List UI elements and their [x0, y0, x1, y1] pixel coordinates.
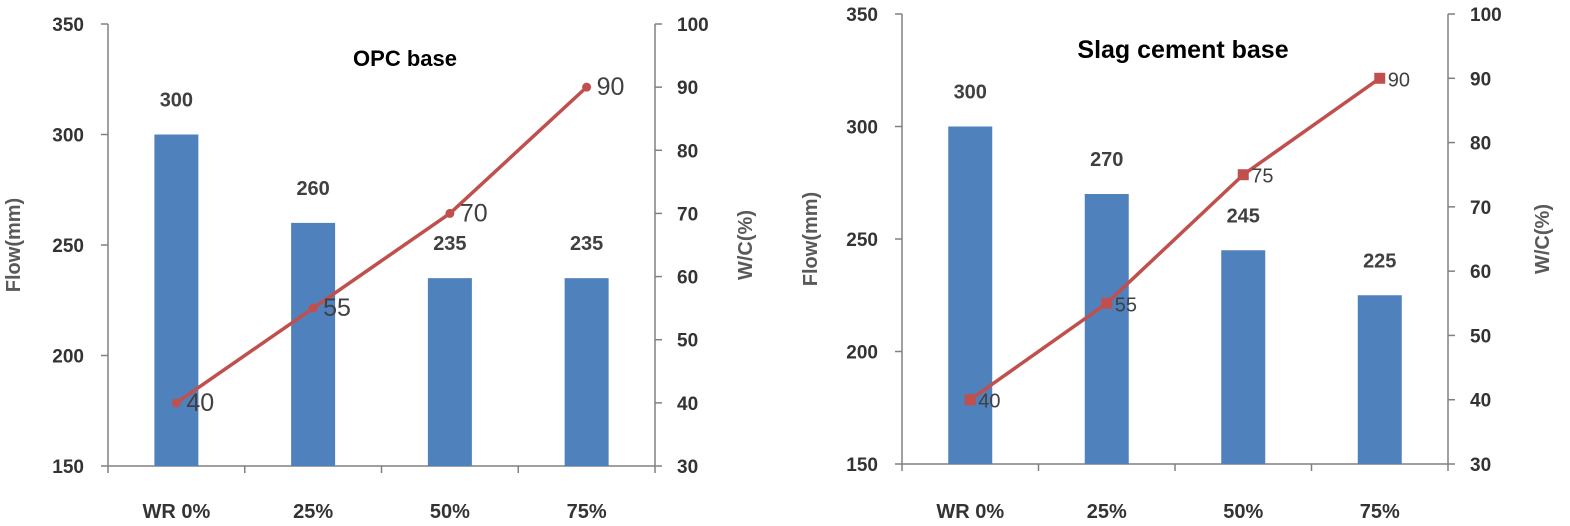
x-tick-label: 25%: [293, 501, 333, 523]
bar-data-label: 300: [160, 90, 193, 112]
y2-tick-label: 100: [1470, 5, 1502, 26]
line-point: [582, 82, 592, 92]
y2-tick-label: 40: [1470, 391, 1491, 412]
y2-axis-title: W/C(%): [735, 210, 757, 280]
bar: [427, 278, 472, 466]
line-data-label: 55: [323, 294, 351, 322]
line-point: [171, 398, 181, 408]
y2-tick-label: 90: [1470, 69, 1491, 90]
bar-data-label: 225: [1363, 250, 1396, 272]
y2-tick-label: 70: [1470, 198, 1491, 219]
chart-slag-cement-base: 150 200 250 300 350 30 40 50 60 70 80 90 100 WR 0% 25%…: [800, 5, 1554, 523]
bar-data-label: 260: [296, 178, 329, 200]
bar: [564, 278, 609, 466]
y2-tick-label: 40: [677, 394, 698, 415]
y2-tick-label: 30: [677, 457, 698, 478]
bar-data-label: 270: [1090, 149, 1123, 171]
bar-data-label: 235: [433, 233, 466, 255]
x-tick-label: 75%: [567, 501, 607, 523]
bar: [948, 126, 993, 464]
y-tick-label: 300: [52, 126, 84, 147]
line-point: [308, 303, 318, 313]
y2-tick-label: 50: [677, 331, 698, 352]
bar-data-label: 300: [954, 82, 987, 104]
line-point: [1374, 72, 1386, 84]
y2-tick-label: 50: [1470, 326, 1491, 347]
y2-tick-label: 90: [677, 78, 698, 99]
y2-tick-label: 60: [677, 268, 698, 289]
chart-title: Slag cement base: [1077, 36, 1288, 64]
line-data-label: 90: [1388, 69, 1410, 91]
y2-tick-label: 30: [1470, 455, 1491, 476]
bar: [154, 134, 199, 466]
chart-title: OPC base: [353, 46, 457, 71]
bar: [1084, 194, 1129, 464]
line-data-label: 40: [186, 389, 214, 417]
bar-data-label: 235: [570, 233, 603, 255]
y-tick-label: 200: [52, 347, 84, 368]
x-tick-label: 25%: [1087, 501, 1127, 523]
x-tick-label: 50%: [430, 501, 470, 523]
line-point: [964, 394, 976, 406]
bar-data-label: 245: [1227, 205, 1260, 227]
y-tick-label: 350: [52, 15, 84, 36]
y2-tick-label: 60: [1470, 262, 1491, 283]
line-data-label: 55: [1115, 294, 1137, 316]
y-tick-label: 200: [846, 343, 878, 364]
bar: [1221, 250, 1266, 464]
y2-tick-label: 70: [677, 204, 698, 225]
line-data-label: 40: [978, 391, 1000, 413]
x-tick-label: WR 0%: [142, 501, 210, 523]
bar: [291, 222, 336, 466]
line-point: [1237, 169, 1249, 181]
y-axis-title: Flow(mm): [800, 192, 822, 286]
line-point: [445, 208, 455, 218]
chart-opc-base: 150 200 250 300 350 30 40 50 60 70 80 90 100 WR 0% 25%…: [3, 15, 757, 523]
line-series: [969, 76, 1381, 402]
bar: [1357, 295, 1402, 464]
x-tick-label: 75%: [1360, 501, 1400, 523]
y2-tick-label: 100: [677, 15, 709, 36]
x-tick-label: 50%: [1223, 501, 1263, 523]
y2-tick-label: 80: [1470, 134, 1491, 155]
y2-tick-label: 80: [677, 141, 698, 162]
line-series: [175, 85, 588, 405]
line-data-label: 75: [1251, 166, 1273, 188]
x-tick-label: WR 0%: [936, 501, 1004, 523]
y-tick-label: 300: [846, 118, 878, 139]
y-tick-label: 250: [52, 236, 84, 257]
y-tick-label: 150: [846, 455, 878, 476]
line-data-label: 90: [597, 73, 625, 101]
line-point: [1101, 297, 1113, 309]
y-axis-title: Flow(mm): [3, 198, 25, 292]
y-tick-label: 150: [52, 457, 84, 478]
y2-axis-title: W/C(%): [1532, 204, 1554, 274]
line-data-label: 70: [460, 199, 488, 227]
y-tick-label: 250: [846, 230, 878, 251]
y-tick-label: 350: [846, 5, 878, 26]
